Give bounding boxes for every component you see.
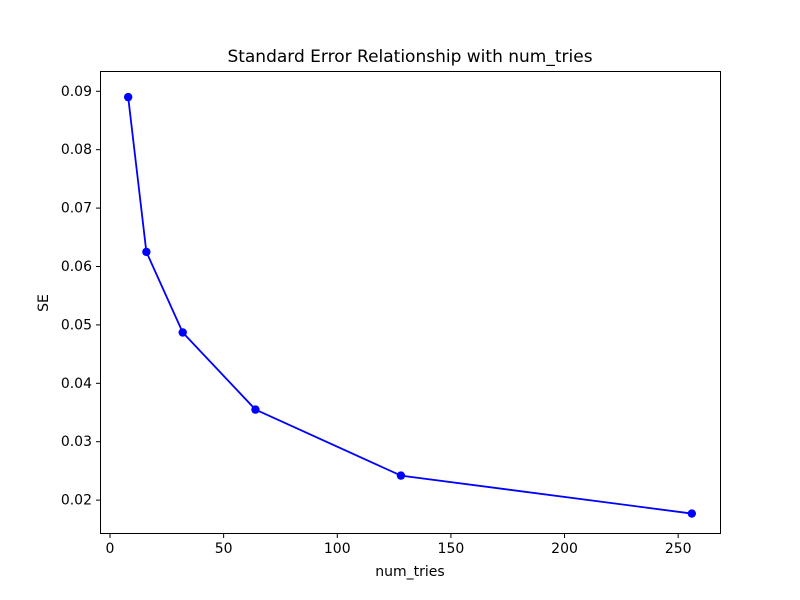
y-axis-label: SE	[36, 294, 52, 312]
data-point-marker	[123, 92, 133, 102]
y-tick-label: 0.09	[61, 84, 92, 100]
x-tick-label: 100	[324, 541, 351, 557]
data-point-marker	[396, 471, 406, 480]
y-tick-label: 0.04	[61, 376, 92, 392]
x-tick-label: 50	[215, 541, 233, 557]
series-line	[127, 96, 693, 515]
chart-title: Standard Error Relationship with num_tri…	[227, 47, 593, 67]
x-axis-label: num_tries	[375, 564, 445, 580]
x-tick-label: 150	[438, 541, 465, 557]
x-tick-label: 0	[106, 541, 115, 557]
y-tick-label: 0.05	[61, 317, 92, 333]
y-tick-label: 0.07	[61, 201, 92, 217]
data-point-marker	[142, 247, 151, 257]
data-point-marker	[178, 328, 187, 337]
y-tick-label: 0.08	[61, 142, 92, 158]
y-tick-label: 0.02	[61, 493, 92, 509]
x-tick-label: 200	[551, 541, 578, 557]
y-tick-label: 0.06	[61, 259, 92, 275]
plot-border	[100, 71, 721, 534]
data-point-marker	[687, 509, 697, 518]
y-tick-label: 0.03	[61, 434, 92, 450]
data-point-marker	[251, 405, 260, 414]
x-tick-label: 250	[665, 541, 692, 557]
